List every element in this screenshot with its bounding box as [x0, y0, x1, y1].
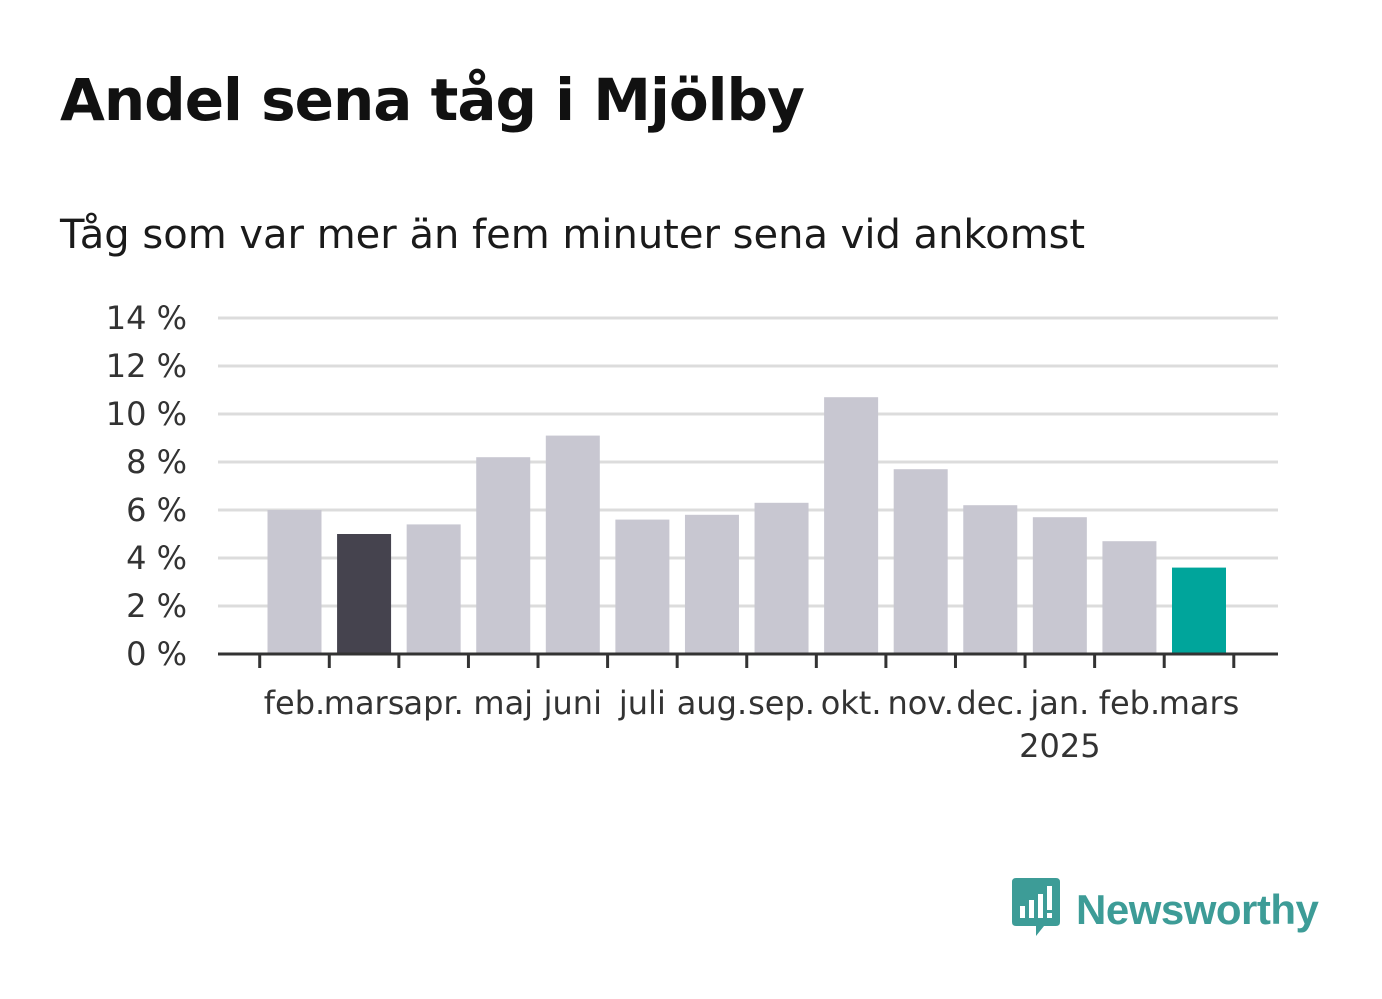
bar [824, 397, 879, 654]
bar [893, 469, 948, 654]
brand-logo: Newsworthy [1010, 878, 1319, 942]
y-tick-label: 0 % [126, 635, 187, 673]
bar [1102, 541, 1157, 654]
y-tick-label: 10 % [106, 395, 187, 433]
x-tick-label: feb. [1099, 684, 1160, 722]
x-tick-label: apr. [403, 684, 463, 722]
x-tick-label: mars [324, 684, 405, 722]
bar [545, 435, 600, 654]
bar [1172, 567, 1226, 654]
chart-title: Andel sena tåg i Mjölby [60, 66, 805, 134]
chart-subtitle: Tåg som var mer än fem minuter sena vid … [60, 212, 1086, 258]
y-tick-label: 8 % [126, 443, 187, 481]
x-tick-label: juni [543, 684, 602, 722]
bar [615, 519, 670, 654]
x-tick-label: dec. [956, 684, 1024, 722]
x-tick-label: nov. [887, 684, 953, 722]
y-tick-label: 2 % [126, 587, 187, 625]
x-tick-label: okt. [821, 684, 882, 722]
y-tick-label: 6 % [126, 491, 187, 529]
x-tick-label: feb. [264, 684, 325, 722]
x-tick-sublabel: 2025 [1019, 727, 1100, 765]
bar [963, 505, 1018, 654]
bar [754, 502, 809, 654]
x-tick-label: maj [473, 684, 533, 722]
x-tick-label: sep. [748, 684, 815, 722]
bar [1032, 517, 1087, 654]
bar [337, 534, 392, 654]
x-tick-label: aug. [677, 684, 747, 722]
bar [684, 514, 739, 654]
bar [267, 510, 322, 654]
y-tick-label: 14 % [106, 299, 187, 337]
newsworthy-chart-bubble-icon [1010, 878, 1062, 942]
y-tick-label: 4 % [126, 539, 187, 577]
bar [406, 524, 461, 654]
x-tick-label: juli [618, 684, 666, 722]
y-tick-label: 12 % [106, 347, 187, 385]
bar [476, 457, 531, 654]
x-tick-label: jan. [1029, 684, 1089, 722]
brand-name: Newsworthy [1076, 886, 1319, 933]
x-tick-label: mars [1159, 684, 1240, 722]
